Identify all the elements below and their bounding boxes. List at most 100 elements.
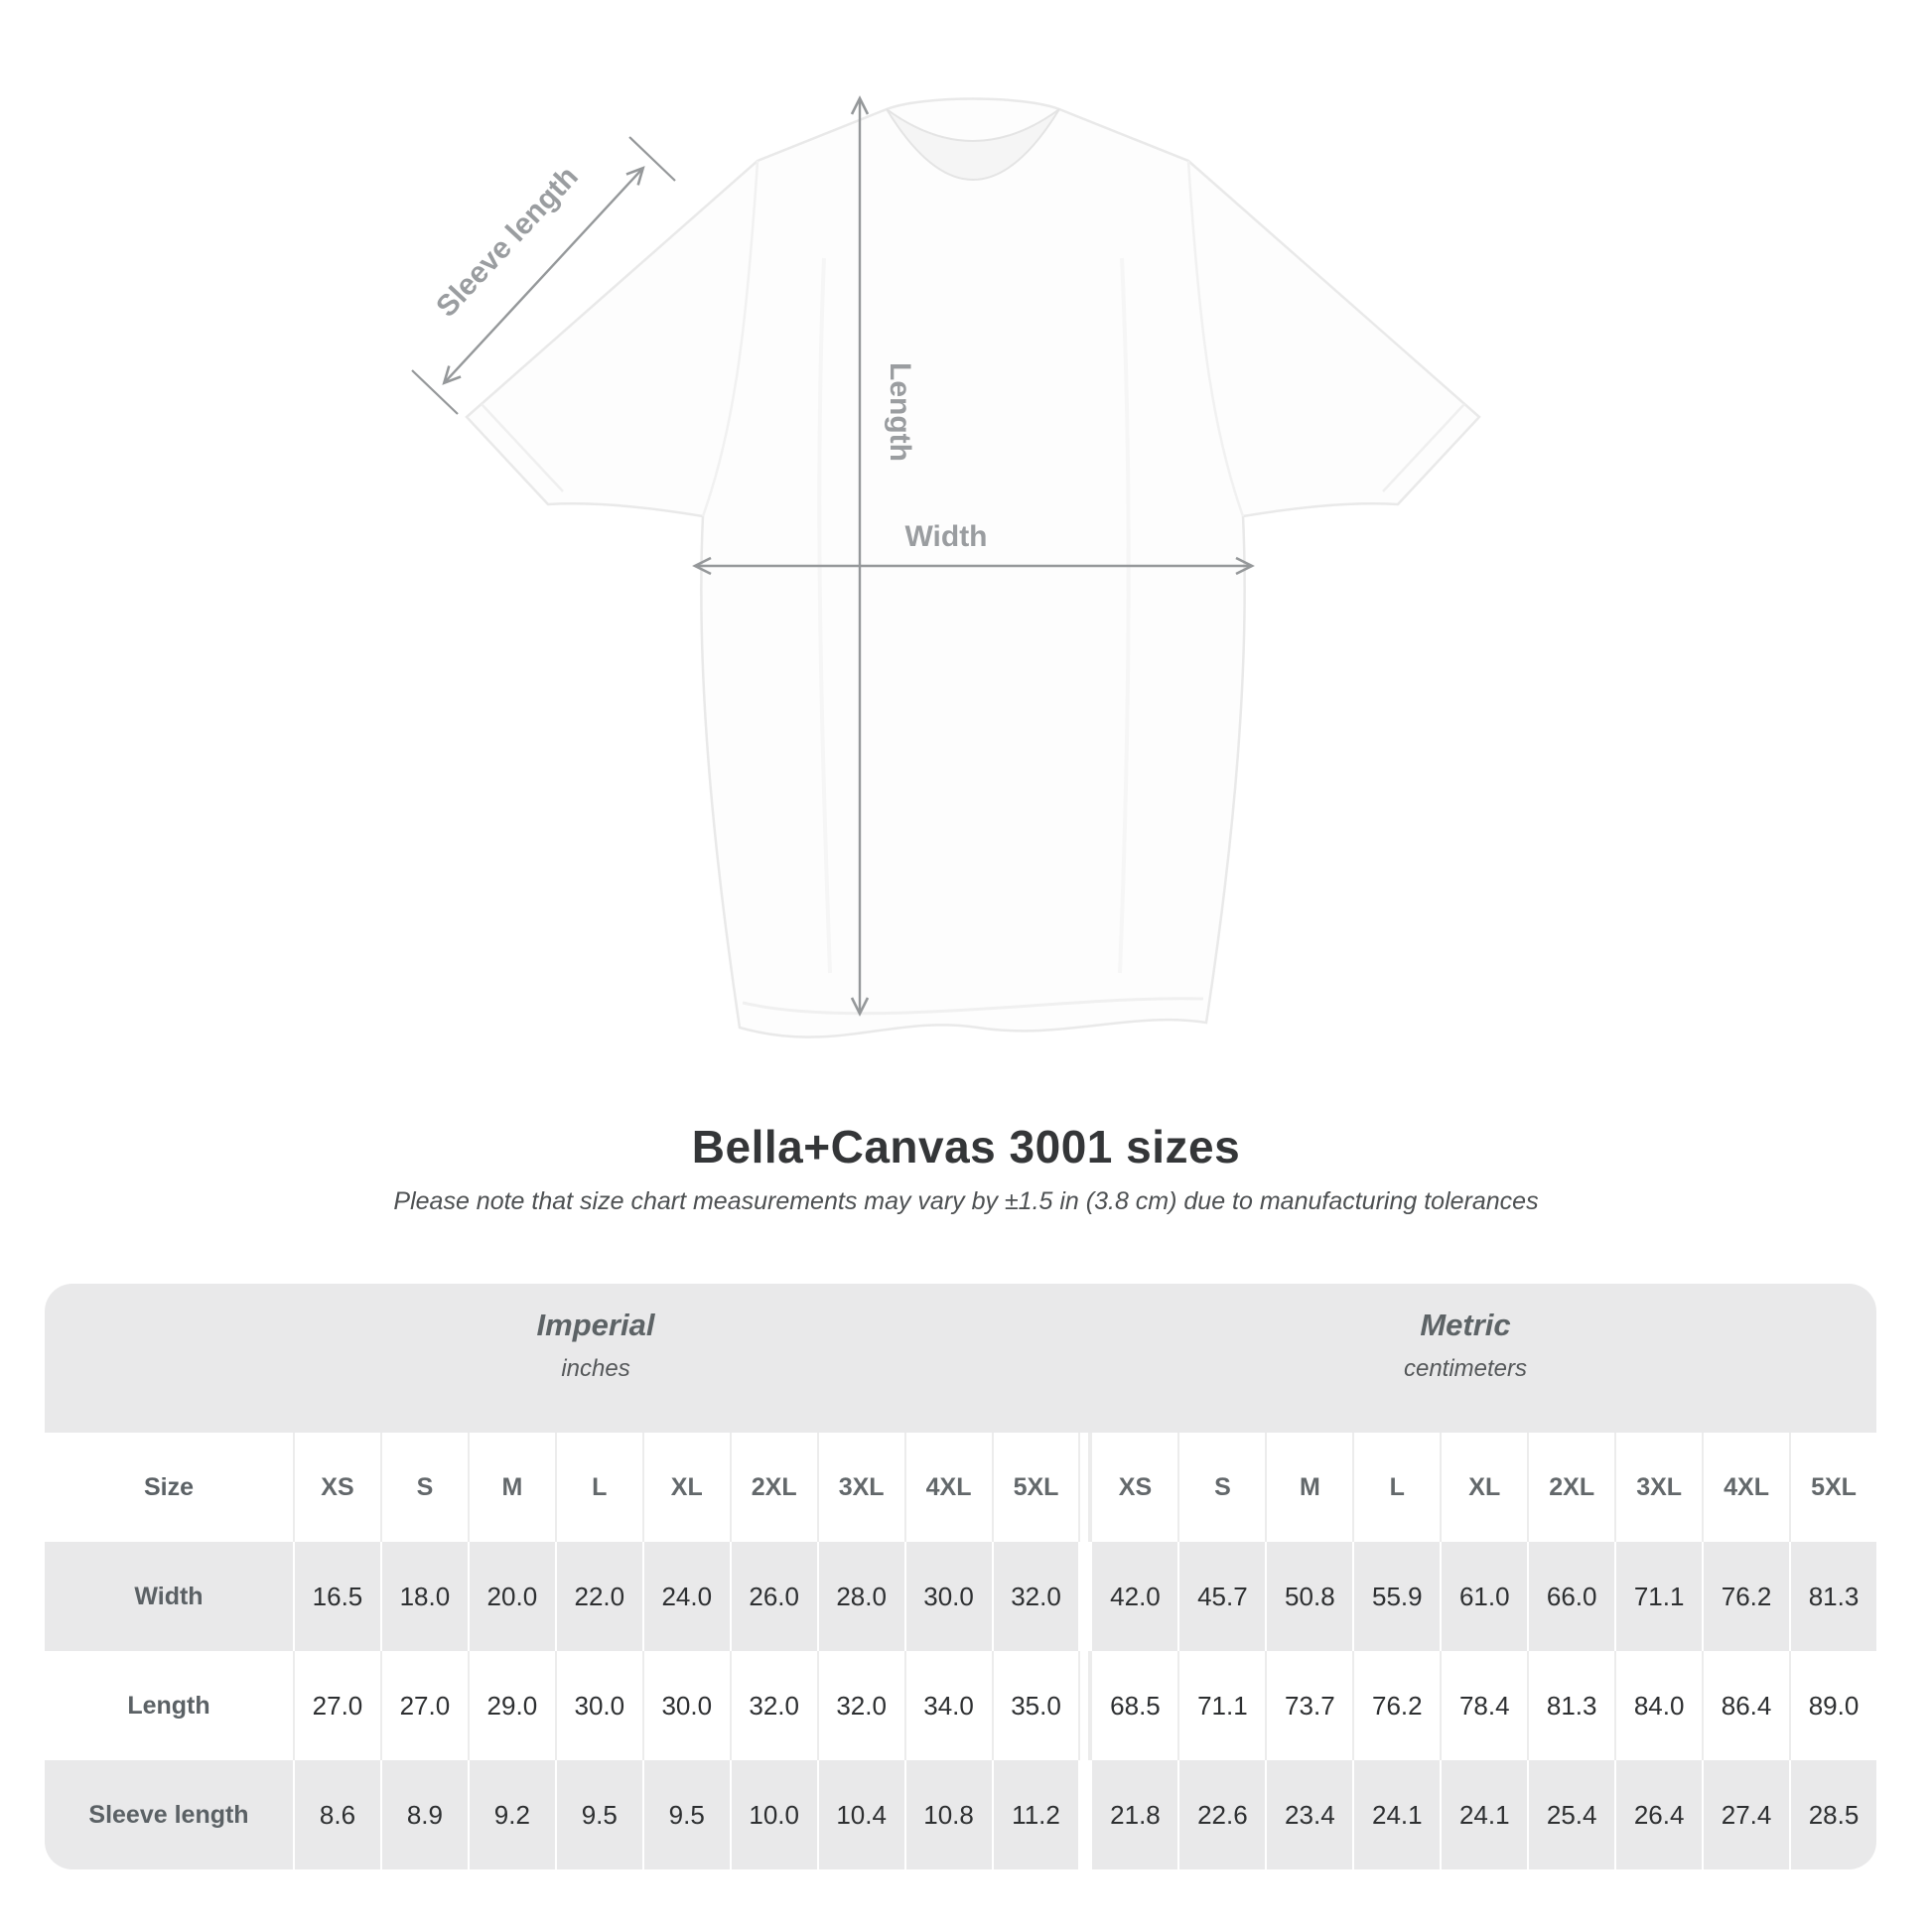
value-cell: 30.0	[554, 1651, 642, 1760]
column-gap	[1078, 1433, 1091, 1542]
size-cell: L	[554, 1433, 642, 1542]
size-cell: 4XL	[1702, 1433, 1789, 1542]
value-cell: 24.1	[1352, 1760, 1440, 1869]
value-cell: 22.6	[1177, 1760, 1265, 1869]
value-cell: 10.4	[816, 1760, 904, 1869]
size-cell: 5XL	[1789, 1433, 1876, 1542]
imperial-units: inches	[561, 1355, 630, 1382]
value-cell: 9.2	[467, 1760, 555, 1869]
value-cell: 34.0	[903, 1651, 992, 1760]
size-cell: 5XL	[991, 1433, 1079, 1542]
value-cell: 76.2	[1352, 1651, 1440, 1760]
size-cell: 3XL	[1614, 1433, 1702, 1542]
value-cell: 32.0	[729, 1651, 817, 1760]
value-cell: 27.4	[1702, 1760, 1789, 1869]
sleeve-length-arrow	[411, 136, 676, 415]
size-cell: XS	[1090, 1433, 1177, 1542]
value-cell: 68.5	[1090, 1651, 1177, 1760]
column-gap	[1078, 1760, 1091, 1869]
value-cell: 22.0	[554, 1542, 642, 1651]
row-label-length: Length	[127, 1691, 210, 1720]
value-cell: 25.4	[1527, 1760, 1614, 1869]
length-row: Length 27.0 27.0 29.0 30.0 30.0 32.0 32.…	[45, 1651, 1876, 1760]
metric-units: centimeters	[1403, 1355, 1528, 1382]
value-cell: 24.1	[1440, 1760, 1527, 1869]
size-cell: XS	[293, 1433, 380, 1542]
size-cell: M	[467, 1433, 555, 1542]
size-cell: XL	[641, 1433, 730, 1542]
value-cell: 9.5	[641, 1760, 730, 1869]
column-gap	[1078, 1542, 1091, 1651]
size-cell: XL	[1440, 1433, 1527, 1542]
value-cell: 71.1	[1614, 1542, 1702, 1651]
value-cell: 81.3	[1789, 1542, 1876, 1651]
row-label-width: Width	[134, 1582, 204, 1610]
value-cell: 9.5	[554, 1760, 642, 1869]
sleeve-length-label: Sleeve length	[430, 160, 585, 323]
value-cell: 10.8	[903, 1760, 992, 1869]
value-cell: 71.1	[1177, 1651, 1265, 1760]
metric-header: Metric centimeters	[1168, 1308, 1763, 1383]
column-gap	[1078, 1651, 1091, 1760]
value-cell: 42.0	[1090, 1542, 1177, 1651]
value-cell: 24.0	[641, 1542, 730, 1651]
width-label: Width	[904, 520, 987, 553]
size-row: Size XS S M L XL 2XL 3XL 4XL 5XL XS S M …	[45, 1433, 1876, 1542]
value-cell: 35.0	[991, 1651, 1079, 1760]
value-cell: 16.5	[293, 1542, 380, 1651]
value-cell: 29.0	[467, 1651, 555, 1760]
value-cell: 76.2	[1702, 1542, 1789, 1651]
value-cell: 26.4	[1614, 1760, 1702, 1869]
size-cell: M	[1265, 1433, 1352, 1542]
value-cell: 78.4	[1440, 1651, 1527, 1760]
value-cell: 8.6	[293, 1760, 380, 1869]
value-cell: 45.7	[1177, 1542, 1265, 1651]
size-cell: 3XL	[816, 1433, 904, 1542]
value-cell: 55.9	[1352, 1542, 1440, 1651]
value-cell: 23.4	[1265, 1760, 1352, 1869]
size-cell: L	[1352, 1433, 1440, 1542]
imperial-title: Imperial	[536, 1308, 655, 1342]
value-cell: 30.0	[641, 1651, 730, 1760]
page-title: Bella+Canvas 3001 sizes	[691, 1121, 1241, 1173]
value-cell: 89.0	[1789, 1651, 1876, 1760]
value-cell: 27.0	[293, 1651, 380, 1760]
row-label-sleeve-length: Sleeve length	[88, 1800, 249, 1829]
value-cell: 27.0	[379, 1651, 468, 1760]
row-label-size: Size	[143, 1472, 195, 1501]
value-cell: 50.8	[1265, 1542, 1352, 1651]
length-label: Length	[884, 362, 916, 462]
tshirt-illustration	[465, 97, 1481, 1038]
value-cell: 11.2	[991, 1760, 1079, 1869]
value-cell: 28.0	[816, 1542, 904, 1651]
tshirt-measurement-diagram: Sleeve length Length Width	[411, 95, 1481, 1038]
size-table: Imperial inches Metric centimeters Size …	[45, 1284, 1876, 1869]
value-cell: 86.4	[1702, 1651, 1789, 1760]
sleeve-length-row: Sleeve length 8.6 8.9 9.2 9.5 9.5 10.0 1…	[45, 1760, 1876, 1869]
size-cell: 4XL	[903, 1433, 992, 1542]
width-row: Width 16.5 18.0 20.0 22.0 24.0 26.0 28.0…	[45, 1542, 1876, 1651]
value-cell: 61.0	[1440, 1542, 1527, 1651]
value-cell: 21.8	[1090, 1760, 1177, 1869]
imperial-header: Imperial inches	[298, 1308, 894, 1383]
value-cell: 8.9	[379, 1760, 468, 1869]
value-cell: 30.0	[903, 1542, 992, 1651]
value-cell: 81.3	[1527, 1651, 1614, 1760]
value-cell: 10.0	[729, 1760, 817, 1869]
value-cell: 73.7	[1265, 1651, 1352, 1760]
table-header-band: Imperial inches Metric centimeters	[45, 1284, 1876, 1433]
value-cell: 20.0	[467, 1542, 555, 1651]
value-cell: 84.0	[1614, 1651, 1702, 1760]
size-cell: S	[1177, 1433, 1265, 1542]
value-cell: 66.0	[1527, 1542, 1614, 1651]
size-cell: 2XL	[1527, 1433, 1614, 1542]
value-cell: 26.0	[729, 1542, 817, 1651]
value-cell: 32.0	[816, 1651, 904, 1760]
metric-title: Metric	[1420, 1308, 1511, 1342]
value-cell: 18.0	[379, 1542, 468, 1651]
size-cell: 2XL	[729, 1433, 817, 1542]
page-subtitle: Please note that size chart measurements…	[393, 1187, 1539, 1215]
value-cell: 32.0	[991, 1542, 1079, 1651]
size-cell: S	[379, 1433, 468, 1542]
